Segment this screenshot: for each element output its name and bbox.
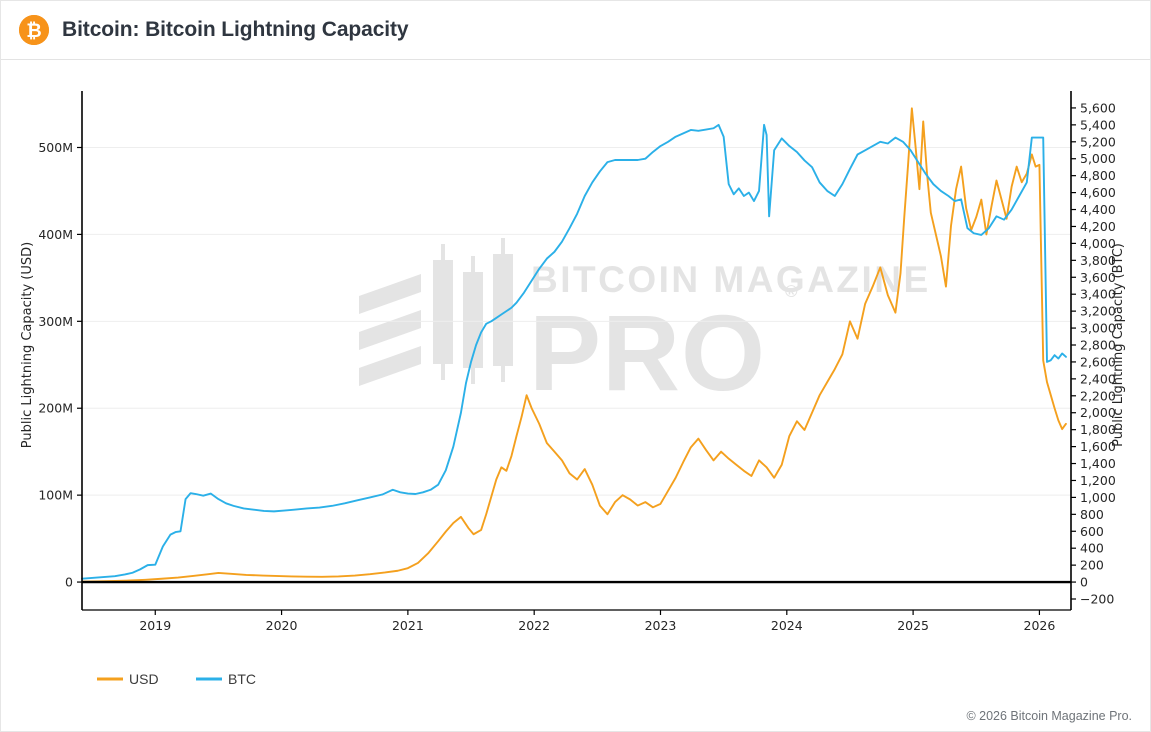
right-tick-label: 5,400 <box>1080 117 1116 132</box>
right-tick-label: 2,800 <box>1080 338 1116 353</box>
right-axis-ticks: −200 0 200 400 600 800 1,000 1,200 1,400 1,600 1,8… <box>1071 100 1116 607</box>
x-axis-ticks: 2019 2020 2021 2022 2023 2024 2025 2026 <box>139 610 1055 633</box>
watermark-line2: PRO <box>529 292 766 413</box>
right-tick-label: 200 <box>1080 558 1104 573</box>
right-tick-label: 1,800 <box>1080 422 1116 437</box>
right-tick-label: −200 <box>1080 592 1114 607</box>
legend-label-usd[interactable]: USD <box>129 671 159 687</box>
right-tick-label: 800 <box>1080 507 1104 522</box>
right-tick-label: 5,000 <box>1080 151 1116 166</box>
right-tick-label: 2,200 <box>1080 388 1116 403</box>
left-tick-label: 500M <box>38 140 73 155</box>
left-axis-title: Public Lightning Capacity (USD) <box>20 242 35 448</box>
left-tick-label: 400M <box>38 227 73 242</box>
chart-legend[interactable]: USD BTC <box>97 671 256 687</box>
watermark-line1: BITCOIN MAGAZINE <box>531 259 931 300</box>
svg-text:₿: ₿ <box>26 20 41 42</box>
right-tick-label: 3,800 <box>1080 253 1116 268</box>
x-tick-label: 2023 <box>645 618 677 633</box>
right-tick-label: 1,600 <box>1080 439 1116 454</box>
right-tick-label: 5,600 <box>1080 100 1116 115</box>
right-tick-label: 600 <box>1080 524 1104 539</box>
axes <box>81 91 1072 611</box>
page-title: Bitcoin: Bitcoin Lightning Capacity <box>62 18 409 41</box>
right-tick-label: 4,600 <box>1080 185 1116 200</box>
right-tick-label: 5,200 <box>1080 134 1116 149</box>
gridlines <box>82 146 1071 496</box>
page-header: ₿ Bitcoin: Bitcoin Lightning Capacity <box>1 1 1150 60</box>
x-tick-label: 2021 <box>392 618 424 633</box>
right-tick-label: 3,600 <box>1080 270 1116 285</box>
series-line-usd <box>81 107 1067 583</box>
bitcoin-logo-icon: ₿ <box>19 15 49 45</box>
right-tick-label: 1,400 <box>1080 456 1116 471</box>
watermark-registered: ® <box>785 282 798 301</box>
right-tick-label: 2,600 <box>1080 354 1116 369</box>
right-tick-label: 2,000 <box>1080 405 1116 420</box>
right-tick-label: 0 <box>1080 575 1088 590</box>
x-tick-label: 2019 <box>139 618 171 633</box>
right-tick-label: 4,200 <box>1080 219 1116 234</box>
right-tick-label: 3,000 <box>1080 321 1116 336</box>
left-tick-label: 100M <box>38 488 73 503</box>
x-tick-label: 2024 <box>771 618 803 633</box>
left-axis-ticks: 0 100M 200M 300M 400M 500M <box>38 140 82 590</box>
right-tick-label: 1,200 <box>1080 473 1116 488</box>
x-tick-label: 2025 <box>897 618 929 633</box>
x-tick-label: 2020 <box>266 618 298 633</box>
watermark-logo-icon <box>359 238 513 386</box>
right-axis-title: Public Lightning Capacity (BTC) <box>1111 243 1126 447</box>
x-tick-label: 2026 <box>1024 618 1056 633</box>
copyright-note: © 2026 Bitcoin Magazine Pro. <box>966 709 1132 723</box>
legend-label-btc[interactable]: BTC <box>228 671 256 687</box>
right-tick-label: 3,400 <box>1080 287 1116 302</box>
right-tick-label: 2,400 <box>1080 371 1116 386</box>
right-tick-label: 400 <box>1080 541 1104 556</box>
left-tick-label: 0 <box>65 575 73 590</box>
right-tick-label: 4,400 <box>1080 202 1116 217</box>
right-tick-label: 4,800 <box>1080 168 1116 183</box>
left-tick-label: 200M <box>38 401 73 416</box>
right-tick-label: 1,000 <box>1080 490 1116 505</box>
x-tick-label: 2022 <box>518 618 550 633</box>
series-line-btc <box>81 123 1067 580</box>
right-tick-label: 4,000 <box>1080 236 1116 251</box>
right-tick-label: 3,200 <box>1080 304 1116 319</box>
left-tick-label: 300M <box>38 314 73 329</box>
chart-container: BITCOIN MAGAZINE PRO ® 0 100M 200M 300M 400M 500… <box>1 60 1150 731</box>
